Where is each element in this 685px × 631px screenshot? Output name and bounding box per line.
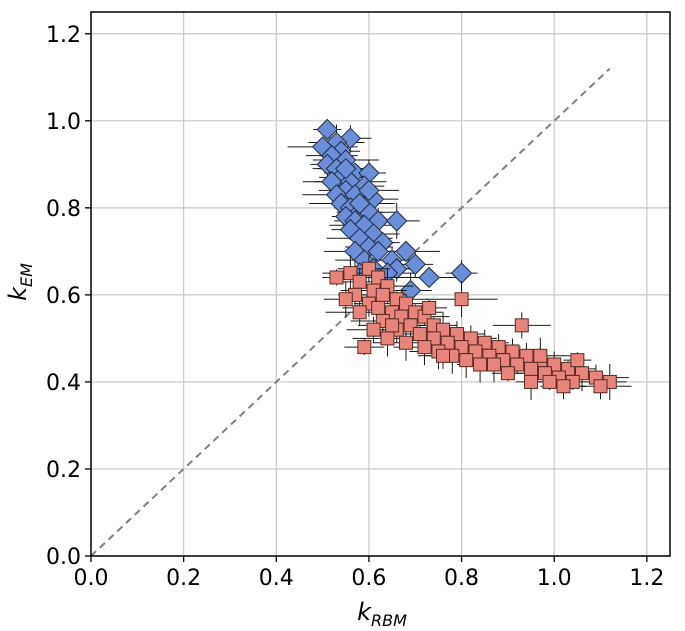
identity-reference-line <box>90 67 611 557</box>
data-point-diamond <box>358 179 380 202</box>
y-tick-label: 1.2 <box>46 23 81 48</box>
x-tick-label: 1.0 <box>537 566 572 591</box>
y-tick-label: 0.4 <box>46 371 81 396</box>
data-point-square <box>533 348 548 363</box>
plot-frame <box>90 11 671 557</box>
data-point-diamond <box>404 253 426 276</box>
y-tick-label: 0.8 <box>46 197 81 222</box>
data-point-diamond <box>450 262 473 284</box>
data-point-square <box>486 357 501 372</box>
x-axis-label: kRBM <box>357 598 407 630</box>
x-tick-label: 0.2 <box>166 566 201 591</box>
y-axis-ticks: 0.0 0.2 0.4 0.6 0.8 1.0 1.2 <box>46 23 91 570</box>
y-tick-label: 0.0 <box>46 545 81 570</box>
data-point-diamond <box>348 192 371 215</box>
data-point-square <box>514 318 529 333</box>
reference-line-path <box>90 67 611 557</box>
data-point-square <box>417 340 432 355</box>
data-point-diamond <box>316 118 338 141</box>
x-axis-ticks: 0.0 0.2 0.4 0.6 0.8 1.0 1.2 <box>74 556 664 591</box>
data-point-square <box>454 292 469 307</box>
data-point-square <box>385 318 400 333</box>
data-point-square <box>436 348 451 363</box>
data-point-square <box>338 292 353 307</box>
data-point-square <box>524 361 539 376</box>
data-point-square <box>500 366 515 381</box>
data-point-square <box>556 379 571 394</box>
data-point-square <box>593 379 608 394</box>
x-tick-label: 0.8 <box>444 566 479 591</box>
data-point-square <box>422 300 437 315</box>
data-point-square <box>459 353 474 368</box>
data-point-square <box>524 374 539 389</box>
data-point-square <box>412 327 427 342</box>
y-tick-label: 0.2 <box>46 458 81 483</box>
x-axis-label-sub: RBM <box>371 611 407 630</box>
data-point-square <box>366 322 381 337</box>
x-tick-label: 0.6 <box>351 566 386 591</box>
x-axis-label-main: k <box>357 598 372 626</box>
data-point-square <box>542 374 557 389</box>
data-point-square <box>371 300 386 315</box>
x-tick-label: 0.4 <box>259 566 294 591</box>
y-axis-label: kEM <box>4 263 36 301</box>
data-point-diamond <box>367 240 389 263</box>
data-point-square <box>570 353 585 368</box>
data-point-square <box>357 340 372 355</box>
data-point-diamond <box>395 240 417 263</box>
y-axis-label-sub: EM <box>17 263 36 287</box>
data-point-square <box>380 331 395 346</box>
y-tick-label: 1.0 <box>46 110 81 135</box>
data-point-square <box>398 335 413 350</box>
data-point-diamond <box>418 266 440 289</box>
data-point-square <box>473 357 488 372</box>
data-point-square <box>329 270 344 285</box>
data-point-square <box>375 287 390 302</box>
x-tick-label: 0.0 <box>74 566 109 591</box>
data-point-square <box>352 274 367 289</box>
series-square <box>322 255 632 400</box>
data-series <box>287 118 632 400</box>
x-tick-label: 1.2 <box>629 566 664 591</box>
data-point-square <box>352 305 367 320</box>
y-axis-label-main: k <box>4 286 32 301</box>
data-point-diamond <box>335 157 357 180</box>
data-point-diamond <box>386 210 408 232</box>
y-tick-label: 0.6 <box>46 284 81 309</box>
